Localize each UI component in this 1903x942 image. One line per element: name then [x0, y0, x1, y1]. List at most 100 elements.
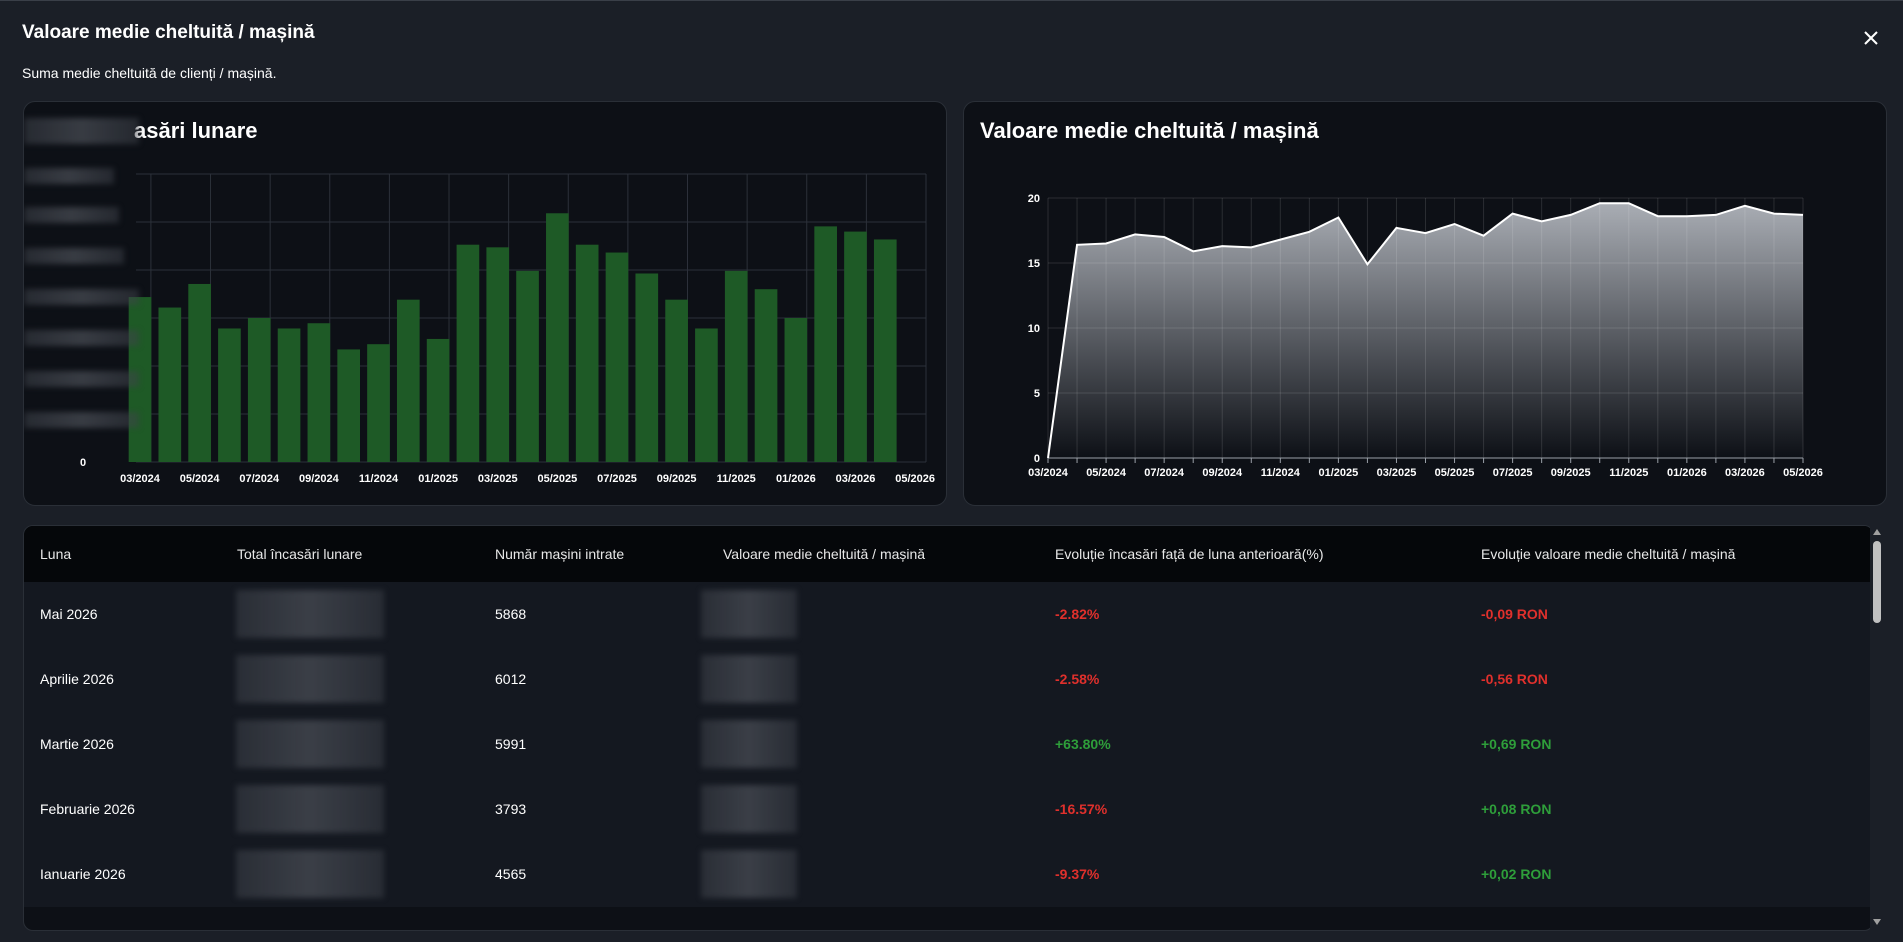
x-tick-label: 03/2024 [1028, 467, 1069, 479]
bar-04/2025[interactable] [516, 270, 539, 462]
area-chart-title: Valoare medie cheltuită / mașină [980, 118, 1319, 143]
x-tick-label: 09/2025 [1551, 467, 1591, 479]
x-tick-label: 03/2026 [1725, 467, 1765, 479]
cell-masini: 6012 [495, 671, 527, 687]
cell-evolutie-valoare: +0,69 RON [1481, 736, 1552, 752]
scroll-up-arrow-icon[interactable] [1873, 529, 1881, 535]
x-tick-label: 03/2025 [478, 473, 518, 485]
bar-07/2025[interactable] [605, 252, 629, 462]
redacted-ytick [24, 207, 119, 223]
x-tick-label: 03/2024 [120, 473, 161, 485]
cell-masini: 3793 [495, 801, 527, 817]
bar-06/2024[interactable] [218, 328, 241, 462]
bar-09/2024[interactable] [307, 323, 331, 462]
x-tick-label: 05/2026 [895, 473, 935, 485]
bar-05/2025[interactable] [546, 213, 569, 462]
bar-06/2025[interactable] [575, 244, 599, 462]
table-row[interactable]: Aprilie 2026 6012 -2.58% -0,56 RON [24, 647, 1873, 712]
redacted-total [236, 655, 384, 703]
redacted-valoare [701, 850, 797, 898]
bar-08/2025[interactable] [635, 273, 659, 462]
bar-11/2025[interactable] [724, 270, 748, 462]
bar-02/2025[interactable] [456, 244, 480, 462]
bar-10/2024[interactable] [337, 349, 361, 462]
x-tick-label: 05/2024 [180, 473, 221, 485]
x-tick-label: 11/2024 [1261, 467, 1301, 479]
area-fill [1048, 203, 1803, 458]
x-tick-label: 07/2024 [239, 473, 280, 485]
redacted-ytick [24, 248, 124, 264]
table-scrollbar[interactable] [1870, 525, 1884, 931]
y-tick-label: 10 [1028, 323, 1040, 335]
cell-evolutie-valoare: +0,02 RON [1481, 866, 1552, 882]
bar-04/2026[interactable] [873, 239, 897, 462]
header-total-incasari[interactable]: Total încasări lunare [237, 546, 363, 562]
bar-02/2026[interactable] [814, 226, 837, 462]
x-tick-label: 11/2025 [717, 473, 756, 485]
bar-04/2024[interactable] [158, 307, 182, 462]
x-tick-label: 01/2025 [1319, 467, 1359, 479]
x-tick-label: 09/2024 [299, 473, 340, 485]
scroll-thumb[interactable] [1873, 541, 1881, 623]
y-tick-label: 15 [1028, 258, 1040, 270]
redacted-total [236, 720, 384, 768]
header-evolutie-valoare[interactable]: Evoluție valoare medie cheltuită / mașin… [1481, 546, 1736, 562]
cell-luna: Februarie 2026 [40, 801, 135, 817]
bar-10/2025[interactable] [695, 328, 718, 462]
x-tick-label: 01/2025 [418, 473, 458, 485]
bar-11/2024[interactable] [367, 344, 390, 462]
redacted-ytick [24, 289, 139, 305]
bar-01/2026[interactable] [784, 318, 808, 462]
table-row[interactable]: Martie 2026 5991 +63.80% +0,69 RON [24, 712, 1873, 777]
bar-01/2025[interactable] [426, 338, 450, 462]
bar-12/2024[interactable] [396, 299, 420, 462]
redacted-valoare [701, 590, 797, 638]
bar-03/2026[interactable] [844, 231, 867, 462]
x-tick-label: 11/2025 [1609, 467, 1648, 479]
redacted-ytick [24, 412, 139, 428]
bar-08/2024[interactable] [277, 328, 301, 462]
x-tick-label: 09/2024 [1202, 467, 1243, 479]
cell-evolutie-incasari: -9.37% [1055, 866, 1100, 882]
bar-03/2025[interactable] [486, 247, 510, 462]
cell-luna: Ianuarie 2026 [40, 866, 126, 882]
bar-07/2024[interactable] [247, 318, 271, 462]
bar-chart-title: asări lunare [134, 118, 258, 143]
x-tick-label: 05/2025 [537, 473, 577, 485]
cell-masini: 5868 [495, 606, 527, 622]
table-row[interactable]: Ianuarie 2026 4565 -9.37% +0,02 RON [24, 842, 1873, 907]
cell-luna: Martie 2026 [40, 736, 114, 752]
scroll-down-arrow-icon[interactable] [1873, 919, 1881, 925]
header-luna[interactable]: Luna [40, 546, 72, 562]
x-tick-label: 03/2025 [1377, 467, 1417, 479]
area-chart-card: Valoare medie cheltuită / mașină 0 5 10 15 2… [963, 101, 1887, 506]
header-numar-masini[interactable]: Număr mașini intrate [495, 546, 625, 562]
x-tick-label: 05/2025 [1435, 467, 1475, 479]
y-tick-label: 20 [1028, 193, 1040, 205]
redacted-total [236, 590, 384, 638]
redacted-title [24, 118, 139, 144]
x-tick-label: 07/2025 [1493, 467, 1533, 479]
table-row[interactable]: Mai 2026 5868 -2.82% -0,09 RON [24, 582, 1873, 647]
redacted-ytick [24, 371, 139, 387]
x-tick-label: 01/2026 [1667, 467, 1707, 479]
y-tick-label: 5 [1034, 388, 1040, 400]
close-button[interactable] [1858, 25, 1884, 51]
redacted-ytick [24, 168, 114, 184]
cell-evolutie-incasari: +63.80% [1055, 736, 1111, 752]
bar-09/2025[interactable] [665, 299, 688, 462]
bar-12/2025[interactable] [754, 289, 778, 462]
x-tick-label: 05/2026 [1783, 467, 1823, 479]
cell-evolutie-valoare: +0,08 RON [1481, 801, 1552, 817]
x-tick-label: 07/2025 [597, 473, 637, 485]
header-evolutie-incasari[interactable]: Evoluție încasări față de luna anterioar… [1055, 546, 1324, 562]
redacted-valoare [701, 655, 797, 703]
data-table: Luna Total încasări lunare Număr mașini … [23, 525, 1874, 931]
close-icon [1864, 31, 1878, 45]
header-valoare-medie[interactable]: Valoare medie cheltuită / mașină [723, 546, 926, 562]
redacted-ytick [24, 330, 139, 346]
table-row[interactable]: Februarie 2026 3793 -16.57% +0,08 RON [24, 777, 1873, 842]
cell-luna: Aprilie 2026 [40, 671, 114, 687]
bar-05/2024[interactable] [188, 283, 211, 462]
series-line[interactable] [1047, 202, 1804, 459]
